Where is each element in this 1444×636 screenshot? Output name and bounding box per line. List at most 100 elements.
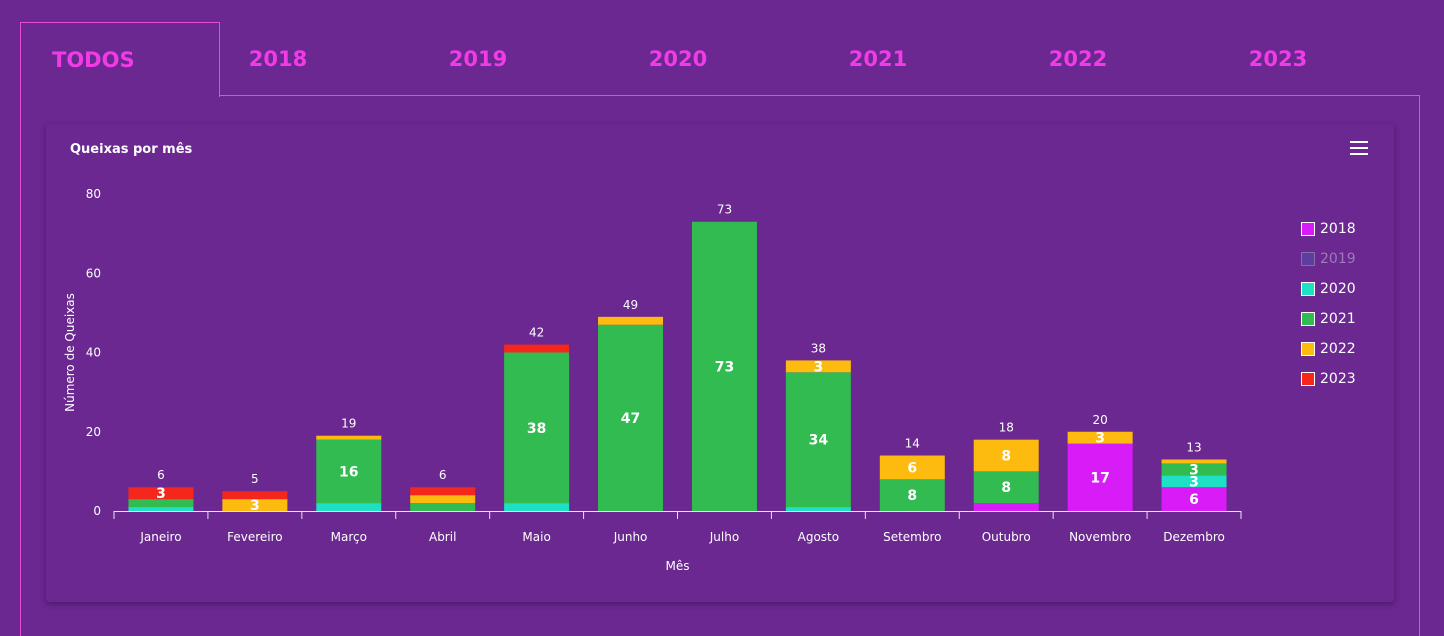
- data-label: 6: [907, 460, 917, 476]
- bar-2022-dezembro: [1161, 459, 1227, 464]
- bar-2021-abril: [410, 503, 476, 511]
- tab-todos[interactable]: TODOS: [20, 22, 220, 97]
- data-label: 3: [1189, 462, 1199, 478]
- total-label: 20: [1092, 413, 1107, 427]
- total-label: 5: [251, 472, 259, 486]
- x-tick-label: Julho: [709, 530, 739, 544]
- bar-2022-março: [316, 435, 382, 440]
- tab-2019[interactable]: 2019: [448, 47, 508, 71]
- x-tick-label: Maio: [522, 530, 550, 544]
- legend-item-2018[interactable]: 2018: [1301, 214, 1356, 244]
- bar-2018-dezembro: [1161, 487, 1227, 511]
- legend-label: 2022: [1320, 341, 1356, 357]
- legend-label: 2018: [1320, 221, 1356, 237]
- data-label: 3: [1095, 431, 1105, 447]
- bar-2021-dezembro: [1161, 463, 1227, 476]
- data-label: 8: [907, 488, 917, 504]
- data-label: 34: [809, 433, 829, 449]
- tab-2021[interactable]: 2021: [848, 47, 908, 71]
- legend-item-2020[interactable]: 2020: [1301, 274, 1356, 304]
- total-label: 6: [439, 468, 447, 482]
- total-label: 18: [999, 421, 1014, 435]
- hamburger-menu-icon[interactable]: [1350, 141, 1368, 155]
- bar-2020-maio: [504, 503, 570, 511]
- tab-2023[interactable]: 2023: [1248, 47, 1308, 71]
- bar-2020-dezembro: [1161, 475, 1227, 488]
- bar-2021-janeiro: [128, 499, 194, 508]
- total-label: 38: [811, 341, 826, 355]
- tab-panel-border: [219, 95, 1420, 636]
- bar-2022-fevereiro: [222, 499, 288, 511]
- legend-item-2022[interactable]: 2022: [1301, 334, 1356, 364]
- data-label: 6: [1189, 492, 1199, 508]
- data-label: 3: [250, 498, 260, 514]
- bar-2020-janeiro: [128, 507, 194, 511]
- legend-swatch: [1301, 342, 1315, 356]
- bar-2023-maio: [504, 344, 570, 353]
- bar-2023-janeiro: [128, 487, 194, 500]
- bar-2021-março: [316, 439, 382, 504]
- legend-item-2023[interactable]: 2023: [1301, 364, 1356, 394]
- total-label: 49: [623, 298, 638, 312]
- bar-2022-setembro: [879, 455, 945, 480]
- bar-2021-junho: [598, 324, 664, 511]
- bar-2021-agosto: [785, 372, 851, 508]
- data-label: 73: [715, 359, 734, 375]
- legend-label: 2023: [1320, 371, 1356, 387]
- data-label: 8: [1001, 480, 1011, 496]
- tab-2022[interactable]: 2022: [1048, 47, 1108, 71]
- tab-2018[interactable]: 2018: [248, 47, 308, 71]
- x-tick-label: Agosto: [798, 530, 839, 544]
- bar-2021-maio: [504, 352, 570, 504]
- bar-2021-julho: [691, 221, 757, 512]
- bar-2018-outubro: [973, 503, 1039, 511]
- y-tick-label: 80: [86, 187, 101, 201]
- data-label: 3: [156, 486, 166, 502]
- x-tick-label: Fevereiro: [227, 530, 283, 544]
- x-tick-label: Novembro: [1069, 530, 1131, 544]
- y-tick-label: 60: [86, 266, 101, 280]
- bar-2021-setembro: [879, 479, 945, 511]
- bar-2018-novembro: [1067, 443, 1133, 511]
- y-tick-label: 0: [93, 504, 101, 518]
- x-tick-label: Outubro: [982, 530, 1031, 544]
- data-label: 8: [1001, 449, 1011, 465]
- total-label: 19: [341, 417, 356, 431]
- legend-item-2019[interactable]: 2019: [1301, 244, 1356, 274]
- bar-2021-outubro: [973, 471, 1039, 504]
- total-label: 73: [717, 203, 732, 217]
- bar-2020-março: [316, 503, 382, 511]
- data-label: 16: [339, 464, 358, 480]
- total-label: 13: [1186, 440, 1201, 454]
- chart-legend: 2018 2019 2020 2021 2022 2023: [1301, 214, 1356, 394]
- total-label: 14: [905, 437, 920, 451]
- x-tick-label: Dezembro: [1163, 530, 1225, 544]
- bar-2022-junho: [598, 316, 664, 325]
- legend-swatch: [1301, 252, 1315, 266]
- x-tick-label: Março: [331, 530, 367, 544]
- bar-2022-novembro: [1067, 431, 1133, 444]
- x-tick-label: Junho: [613, 530, 648, 544]
- bar-2022-outubro: [973, 439, 1039, 472]
- chart-card: Queixas por mês 0 20 40 60 80 Número de Queix…: [46, 124, 1394, 602]
- x-axis-title: Mês: [666, 559, 690, 573]
- x-tick-label: Setembro: [883, 530, 941, 544]
- tab-panel-border-left: [20, 96, 21, 636]
- data-label: 17: [1090, 470, 1109, 486]
- total-label: 6: [157, 468, 165, 482]
- y-axis-title: Número de Queixas: [63, 293, 77, 412]
- legend-swatch: [1301, 282, 1315, 296]
- x-tick-label: Janeiro: [139, 530, 181, 544]
- legend-label: 2021: [1320, 311, 1356, 327]
- data-label: 38: [527, 421, 546, 437]
- chart-title: Queixas por mês: [70, 142, 193, 157]
- bar-2022-abril: [410, 495, 476, 504]
- legend-label: 2019: [1320, 251, 1356, 267]
- total-label: 42: [529, 326, 544, 340]
- legend-item-2021[interactable]: 2021: [1301, 304, 1356, 334]
- stacked-bar-chart: 0 20 40 60 80 Número de Queixas 3 6 Janeiro 3 5 Fev…: [63, 187, 1242, 573]
- data-label: 3: [814, 359, 824, 375]
- data-label: 47: [621, 411, 640, 427]
- tab-2020[interactable]: 2020: [648, 47, 708, 71]
- x-tick-label: Abril: [429, 530, 456, 544]
